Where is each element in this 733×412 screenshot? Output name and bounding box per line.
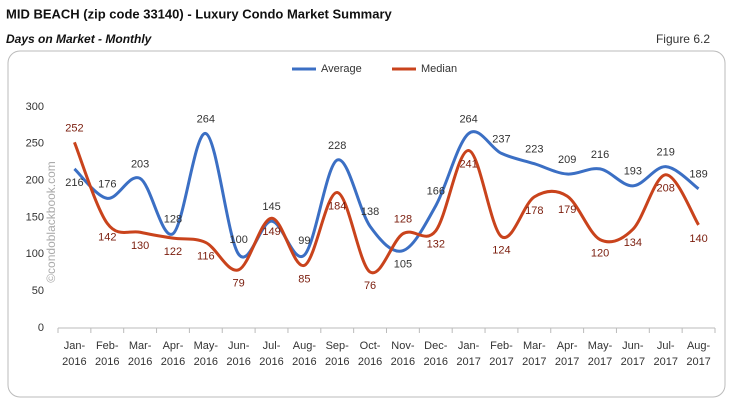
data-label: 145	[262, 201, 280, 213]
data-label: 99	[298, 235, 310, 247]
data-label: 219	[657, 147, 675, 159]
data-label: 264	[459, 113, 477, 125]
x-tick-label: Mar-2016	[128, 340, 152, 368]
data-label: 203	[131, 158, 149, 170]
data-label: 237	[492, 133, 510, 145]
x-tick-label: Jul-2016	[259, 340, 283, 368]
data-label: 85	[298, 273, 310, 285]
data-label: 264	[197, 113, 215, 125]
x-tick-label: Jun-2017	[621, 340, 645, 368]
series-line	[73, 130, 700, 259]
x-tick-label: May-2017	[588, 340, 613, 368]
y-tick-label: 300	[26, 101, 44, 113]
data-label: 142	[98, 231, 116, 243]
data-label: 216	[591, 149, 609, 161]
data-label: 216	[65, 177, 83, 189]
x-tick-label: Apr-2016	[161, 340, 185, 368]
data-label: 140	[689, 233, 707, 245]
legend-label: Average	[321, 63, 362, 75]
y-tick-label: 100	[26, 248, 44, 260]
x-tick-label: Jul-2017	[653, 340, 677, 368]
data-label: 209	[558, 154, 576, 166]
data-label: 128	[164, 214, 182, 226]
y-tick-label: 250	[26, 138, 44, 150]
data-label: 189	[689, 169, 707, 181]
data-label: 179	[558, 204, 576, 216]
x-tick-label: Sep-2016	[325, 340, 349, 368]
x-tick-label: Feb-2017	[489, 340, 513, 368]
x-tick-label: Apr-2017	[555, 340, 579, 368]
data-label: 116	[197, 250, 215, 262]
data-label: 79	[233, 278, 245, 290]
data-label: 166	[427, 186, 445, 198]
y-tick-label: 150	[26, 211, 44, 223]
data-label: 138	[361, 206, 379, 218]
data-label: 223	[525, 144, 543, 156]
data-label: 100	[229, 234, 247, 246]
y-tick-label: 0	[38, 322, 44, 334]
x-tick-label: Aug-2016	[292, 340, 316, 368]
chart-frame	[7, 50, 726, 398]
figure-label: Figure 6.2	[656, 32, 710, 46]
data-label: 122	[164, 246, 182, 258]
y-tick-label: 50	[32, 285, 44, 297]
y-tick-label: 200	[26, 175, 44, 187]
data-label: 76	[364, 280, 376, 292]
chart-subtitle: Days on Market - Monthly	[6, 32, 153, 46]
x-tick-label: Jan-2017	[456, 340, 480, 368]
x-tick-label: Mar-2017	[522, 340, 546, 368]
data-label: 193	[624, 166, 642, 178]
data-label: 178	[525, 205, 543, 217]
data-label: 241	[459, 158, 477, 170]
data-label: 124	[492, 245, 510, 257]
x-tick-label: Feb-2016	[95, 340, 119, 368]
data-label: 105	[394, 259, 412, 271]
data-label: 252	[65, 122, 83, 134]
data-label: 149	[262, 226, 280, 238]
data-label: 128	[394, 214, 412, 226]
data-label: 134	[624, 237, 642, 249]
data-label: 132	[427, 239, 445, 251]
x-tick-label: Aug-2017	[686, 340, 710, 368]
data-label: 228	[328, 140, 346, 152]
x-tick-label: Oct-2016	[358, 340, 382, 368]
data-label: 130	[131, 240, 149, 252]
data-label: 176	[98, 178, 116, 190]
data-label: 184	[328, 200, 346, 212]
x-tick-label: Jun-2016	[226, 340, 250, 368]
data-label: 120	[591, 248, 609, 260]
chart-title: MID BEACH (zip code 33140) - Luxury Cond…	[6, 6, 393, 21]
x-tick-label: May-2016	[194, 340, 219, 368]
legend-label: Median	[421, 63, 457, 75]
x-tick-label: Jan-2016	[62, 340, 86, 368]
x-tick-label: Nov-2016	[391, 340, 415, 368]
x-tick-label: Dec-2016	[424, 340, 448, 368]
data-label: 208	[657, 183, 675, 195]
watermark: ©condoblackbook.com	[44, 161, 58, 283]
series-line	[73, 141, 700, 275]
